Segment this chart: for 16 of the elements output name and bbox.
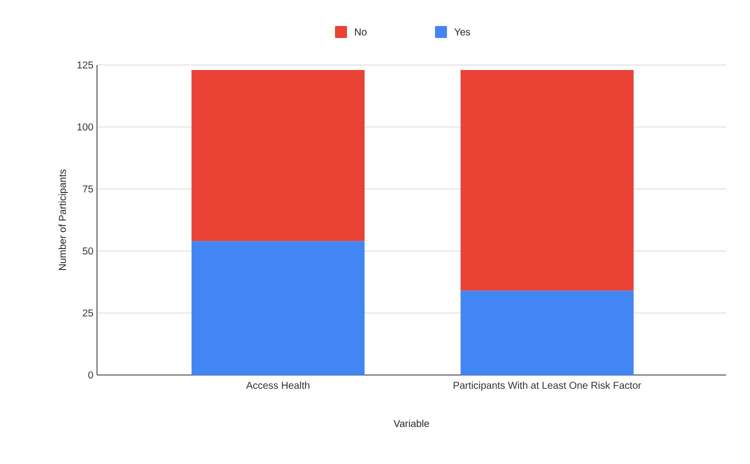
y-tick-label: 75 bbox=[82, 186, 94, 192]
y-tick-label: 0 bbox=[88, 371, 94, 379]
legend-label: Yes bbox=[454, 28, 470, 36]
bar bbox=[192, 241, 365, 375]
y-axis-title: Number of Participants bbox=[58, 170, 68, 270]
y-tick-label: 100 bbox=[78, 123, 94, 131]
x-axis-title: Variable bbox=[394, 420, 430, 428]
legend-label: No bbox=[355, 28, 367, 36]
y-tick-label: 125 bbox=[78, 61, 94, 69]
x-tick-label: Access Health bbox=[246, 382, 310, 389]
y-tick-label: 25 bbox=[82, 309, 94, 317]
bar bbox=[460, 290, 634, 375]
bar bbox=[460, 70, 634, 291]
x-tick-label: Participants With at Least One Risk Factor bbox=[454, 382, 642, 391]
y-tick-label: 50 bbox=[82, 247, 94, 255]
bar bbox=[192, 70, 365, 242]
